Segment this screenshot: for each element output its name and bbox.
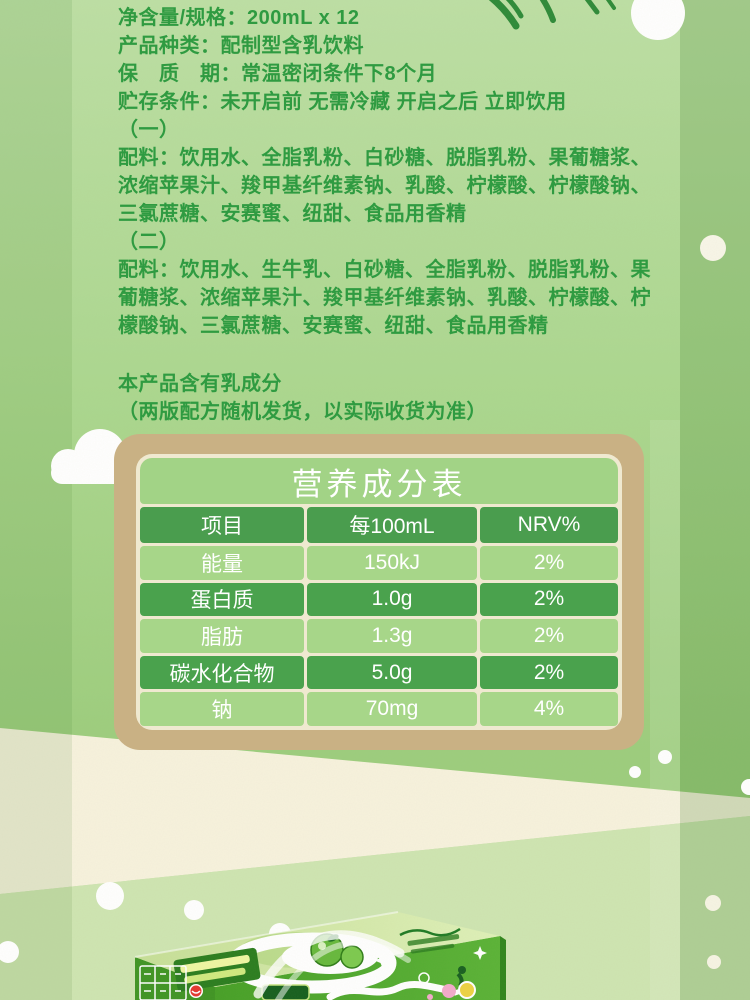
table-cell-fat-value: 1.3g — [307, 619, 477, 653]
recipe-two-ingredients: 配料：饮用水、生牛乳、白砂糖、全脂乳粉、脱脂乳粉、果葡糖浆、浓缩苹果汁、羧甲基纤… — [118, 259, 651, 337]
storage-line: 贮存条件：未开启前 无需冷藏 开启之后 立即饮用 — [118, 91, 567, 113]
product-type-line: 产品种类：配制型含乳饮料 — [118, 35, 364, 57]
table-cell-fat-name: 脂肪 — [140, 619, 304, 653]
nutrition-card: 营养成分表 项目 每100mL NRV% 能量 150kJ 2% 蛋白质 1.0… — [114, 434, 644, 750]
table-cell-energy-nrv: 2% — [480, 546, 618, 580]
table-cell-energy-name: 能量 — [140, 546, 304, 580]
column-header-per100ml: 每100mL — [307, 507, 477, 543]
nutrition-table-title: 营养成分表 — [140, 458, 618, 504]
product-info-block: 净含量/规格：200mL x 12 产品种类：配制型含乳饮料 保 质 期：常温密… — [118, 4, 659, 426]
table-cell-carb-name: 碳水化合物 — [140, 655, 304, 690]
nutrition-table: 营养成分表 项目 每100mL NRV% 能量 150kJ 2% 蛋白质 1.0… — [136, 454, 622, 730]
table-cell-fat-nrv: 2% — [480, 619, 618, 653]
table-cell-sodium-value: 70mg — [307, 692, 477, 726]
column-header-item: 项目 — [140, 507, 304, 543]
column-header-nrv: NRV% — [480, 507, 618, 543]
table-cell-carb-value: 5.0g — [307, 655, 477, 690]
table-cell-energy-value: 150kJ — [307, 546, 477, 580]
table-cell-sodium-nrv: 4% — [480, 692, 618, 726]
net-content-line: 净含量/规格：200mL x 12 — [118, 7, 360, 29]
table-cell-protein-nrv: 2% — [480, 582, 618, 617]
table-cell-carb-nrv: 2% — [480, 655, 618, 690]
recipe-two-label: （二） — [118, 231, 180, 253]
shipping-note: （两版配方随机发货，以实际收货为准） — [118, 401, 487, 423]
recipe-one-ingredients: 配料：饮用水、全脂乳粉、白砂糖、脱脂乳粉、果葡糖浆、浓缩苹果汁、羧甲基纤维素钠、… — [118, 147, 651, 225]
table-cell-sodium-name: 钠 — [140, 692, 304, 726]
table-cell-protein-name: 蛋白质 — [140, 582, 304, 617]
recipe-one-label: （一） — [118, 119, 180, 141]
shelf-life-line: 保 质 期：常温密闭条件下8个月 — [118, 63, 438, 85]
milk-note: 本产品含有乳成分 — [118, 373, 282, 395]
table-cell-protein-value: 1.0g — [307, 582, 477, 617]
